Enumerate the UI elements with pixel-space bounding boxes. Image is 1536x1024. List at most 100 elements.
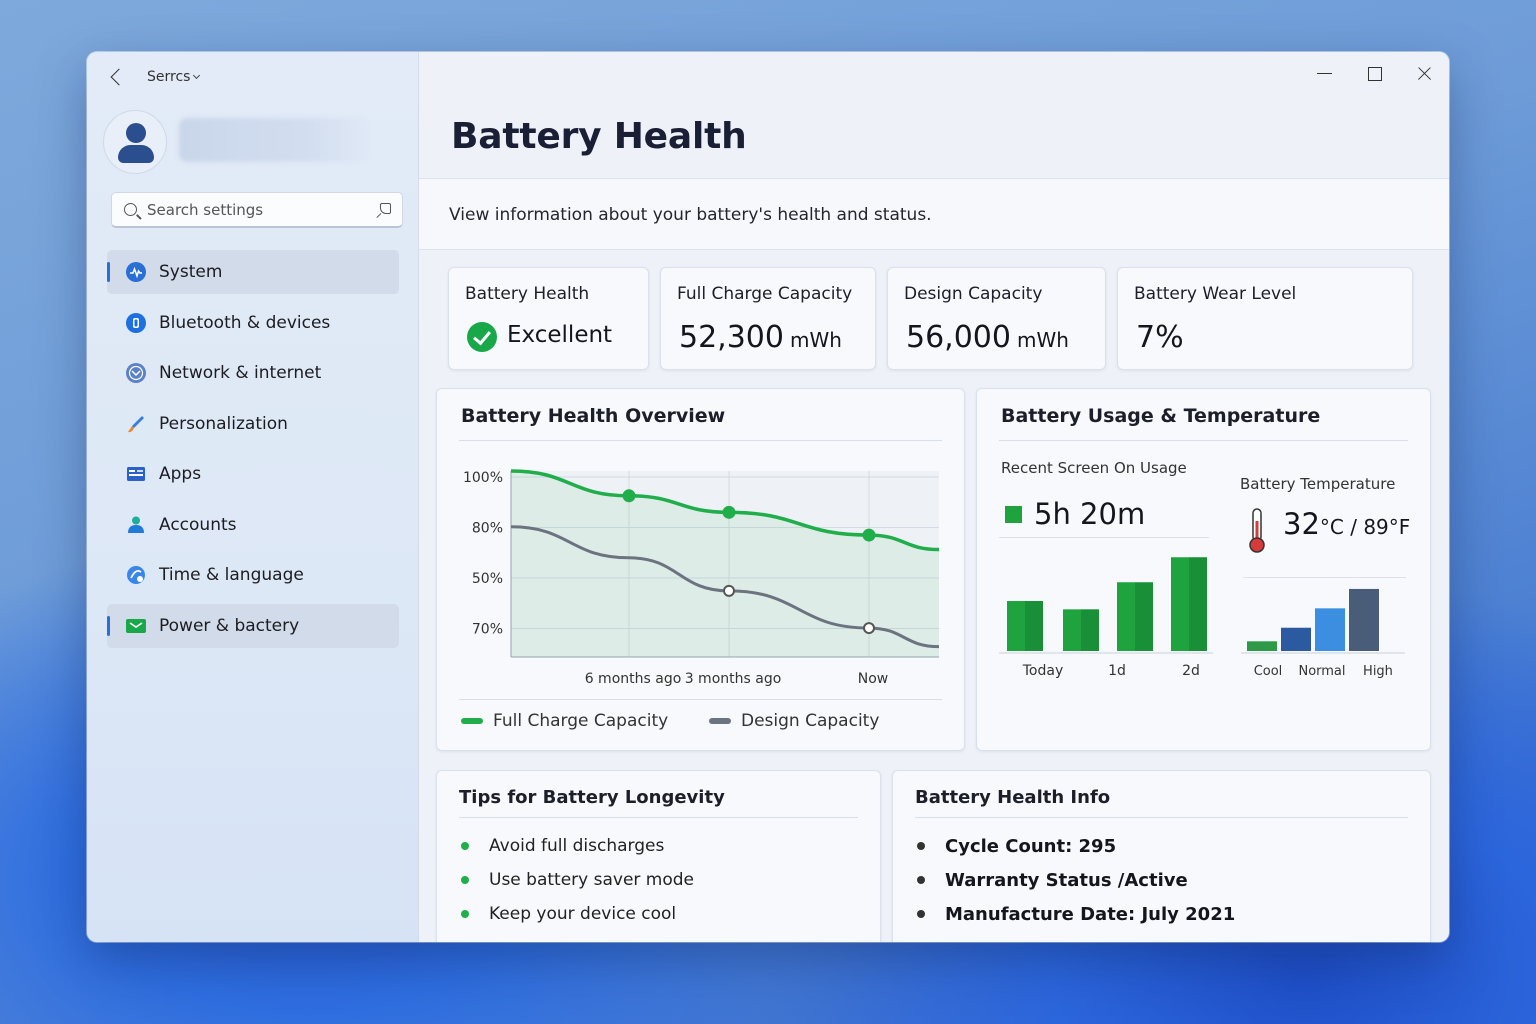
usage-bar xyxy=(1117,582,1153,651)
design-capacity-value: 56,000 xyxy=(906,320,1011,355)
sidebar-item-label: Personalization xyxy=(159,413,288,434)
area-fill xyxy=(511,471,939,657)
battery-health-info-card: Battery Health Info Cycle Count: 295 War… xyxy=(892,770,1431,942)
divider xyxy=(999,537,1209,538)
chevron-down-icon xyxy=(193,71,201,80)
info-list: Cycle Count: 295 Warranty Status /Active… xyxy=(917,829,1235,931)
legend-swatch-green xyxy=(461,718,483,724)
full-charge-unit: mWh xyxy=(789,328,842,352)
battery-usage-temperature-card: Battery Usage & Temperature Recent Scree… xyxy=(976,388,1431,751)
usage-bar-shade xyxy=(1025,601,1043,651)
temperature-celsius: 32 xyxy=(1283,507,1320,541)
info-text: Warranty Status /Active xyxy=(945,869,1188,891)
x-tick-label: Cool xyxy=(1254,664,1283,679)
screen-usage-label: Recent Screen On Usage xyxy=(1001,459,1187,477)
sidebar-nav: System Bluetooth & devices Network & int… xyxy=(107,250,399,654)
stat-value: 56,000 mWh xyxy=(906,320,1069,355)
sidebar-item-apps[interactable]: Apps xyxy=(107,452,399,496)
divider xyxy=(1243,577,1406,578)
card-title: Battery Usage & Temperature xyxy=(1001,405,1321,427)
sidebar-item-bluetooth[interactable]: Bluetooth & devices xyxy=(107,301,399,345)
sidebar-item-label: Bluetooth & devices xyxy=(159,312,331,333)
tip-text: Keep your device cool xyxy=(489,904,677,924)
data-point xyxy=(862,528,876,542)
network-icon xyxy=(125,362,147,384)
divider xyxy=(459,440,942,441)
bullet-dot xyxy=(917,910,925,918)
full-charge-value: 52,300 xyxy=(679,320,784,355)
sidebar-item-accounts[interactable]: Accounts xyxy=(107,503,399,547)
health-status-value: Excellent xyxy=(507,322,613,348)
power-battery-icon xyxy=(125,615,147,637)
stat-label: Battery Wear Level xyxy=(1134,284,1297,304)
sidebar-item-system[interactable]: System xyxy=(107,250,399,294)
list-item: Cycle Count: 295 xyxy=(917,829,1235,863)
x-tick-label: 3 months ago xyxy=(685,671,782,687)
x-tick-label: Now xyxy=(858,671,889,687)
y-tick-label: 80% xyxy=(472,521,503,537)
temperature-bar xyxy=(1315,608,1345,651)
tips-list: Avoid full discharges Use battery saver … xyxy=(461,829,694,931)
data-point xyxy=(723,584,735,597)
usage-bar-shade xyxy=(1189,557,1207,651)
divider xyxy=(459,817,858,818)
stat-label: Design Capacity xyxy=(904,284,1043,304)
avatar[interactable] xyxy=(103,110,167,174)
back-arrow-icon[interactable] xyxy=(110,68,128,86)
sidebar-item-network[interactable]: Network & internet xyxy=(107,351,399,395)
temperature-bar xyxy=(1247,641,1277,651)
bullet-dot xyxy=(917,842,925,850)
temperature-celsius-unit: °C xyxy=(1319,515,1344,539)
data-point xyxy=(722,505,736,519)
temperature-bar xyxy=(1281,627,1311,651)
full-charge-capacity-card: Full Charge Capacity 52,300 mWh xyxy=(660,267,876,370)
list-item: Manufacture Date: July 2021 xyxy=(917,897,1235,931)
stat-value: 7% xyxy=(1136,320,1184,355)
main-content: Battery Health View information about yo… xyxy=(419,52,1449,942)
sidebar-item-label: Power & bactery xyxy=(159,615,300,636)
sidebar-item-time-language[interactable]: Time & language xyxy=(107,553,399,597)
sidebar-item-personalization[interactable]: Personalization xyxy=(107,402,399,446)
screen-usage-value: 5h 20m xyxy=(1034,497,1146,531)
find-icon[interactable] xyxy=(376,202,391,217)
check-circle-icon xyxy=(467,322,497,352)
design-capacity-unit: mWh xyxy=(1016,328,1069,352)
battery-wear-level-card: Battery Wear Level 7% xyxy=(1117,267,1413,370)
bullet-dot xyxy=(917,876,925,884)
accounts-icon xyxy=(125,514,147,536)
bluetooth-icon xyxy=(125,312,147,334)
sidebar-item-label: Time & language xyxy=(159,565,304,585)
apps-icon xyxy=(125,463,147,485)
user-name-blurred xyxy=(179,118,369,162)
data-point xyxy=(863,622,875,635)
description-band: View information about your battery's he… xyxy=(419,178,1449,250)
card-title: Tips for Battery Longevity xyxy=(459,787,725,808)
stat-value: 52,300 mWh xyxy=(679,320,842,355)
minimize-icon[interactable] xyxy=(1299,52,1349,96)
close-icon[interactable] xyxy=(1399,52,1449,96)
legend-label: Design Capacity xyxy=(741,711,880,731)
bullet-dot xyxy=(461,842,469,850)
temperature-value-row: 32 °C / 89°F xyxy=(1245,507,1410,555)
green-square-icon xyxy=(1005,505,1022,523)
legend-full-charge: Full Charge Capacity xyxy=(461,711,668,731)
battery-health-line-chart: 100% 80% 50% 70% 6 months ago 3 months ago Now xyxy=(463,469,940,687)
brush-icon xyxy=(125,413,147,435)
temperature-fahrenheit: 89°F xyxy=(1363,515,1411,539)
maximize-icon[interactable] xyxy=(1349,52,1399,96)
screen-usage-bar-chart: Today 1d 2d xyxy=(999,557,1213,679)
app-title[interactable]: Serrcs xyxy=(147,69,201,85)
search-input[interactable] xyxy=(147,200,366,219)
stat-label: Battery Health xyxy=(465,284,590,304)
thermometer-icon xyxy=(1249,508,1265,553)
design-capacity-card: Design Capacity 56,000 mWh xyxy=(887,267,1106,370)
y-tick-label: 70% xyxy=(472,622,503,638)
info-text: Manufacture Date: July 2021 xyxy=(945,903,1236,925)
temperature-separator: / xyxy=(1343,515,1364,539)
divider xyxy=(999,440,1408,441)
divider xyxy=(459,699,942,700)
sidebar-item-power-battery[interactable]: Power & bactery xyxy=(107,603,399,648)
bullet-dot xyxy=(461,910,469,918)
temperature-bar xyxy=(1349,588,1379,651)
search-box[interactable] xyxy=(111,192,403,228)
